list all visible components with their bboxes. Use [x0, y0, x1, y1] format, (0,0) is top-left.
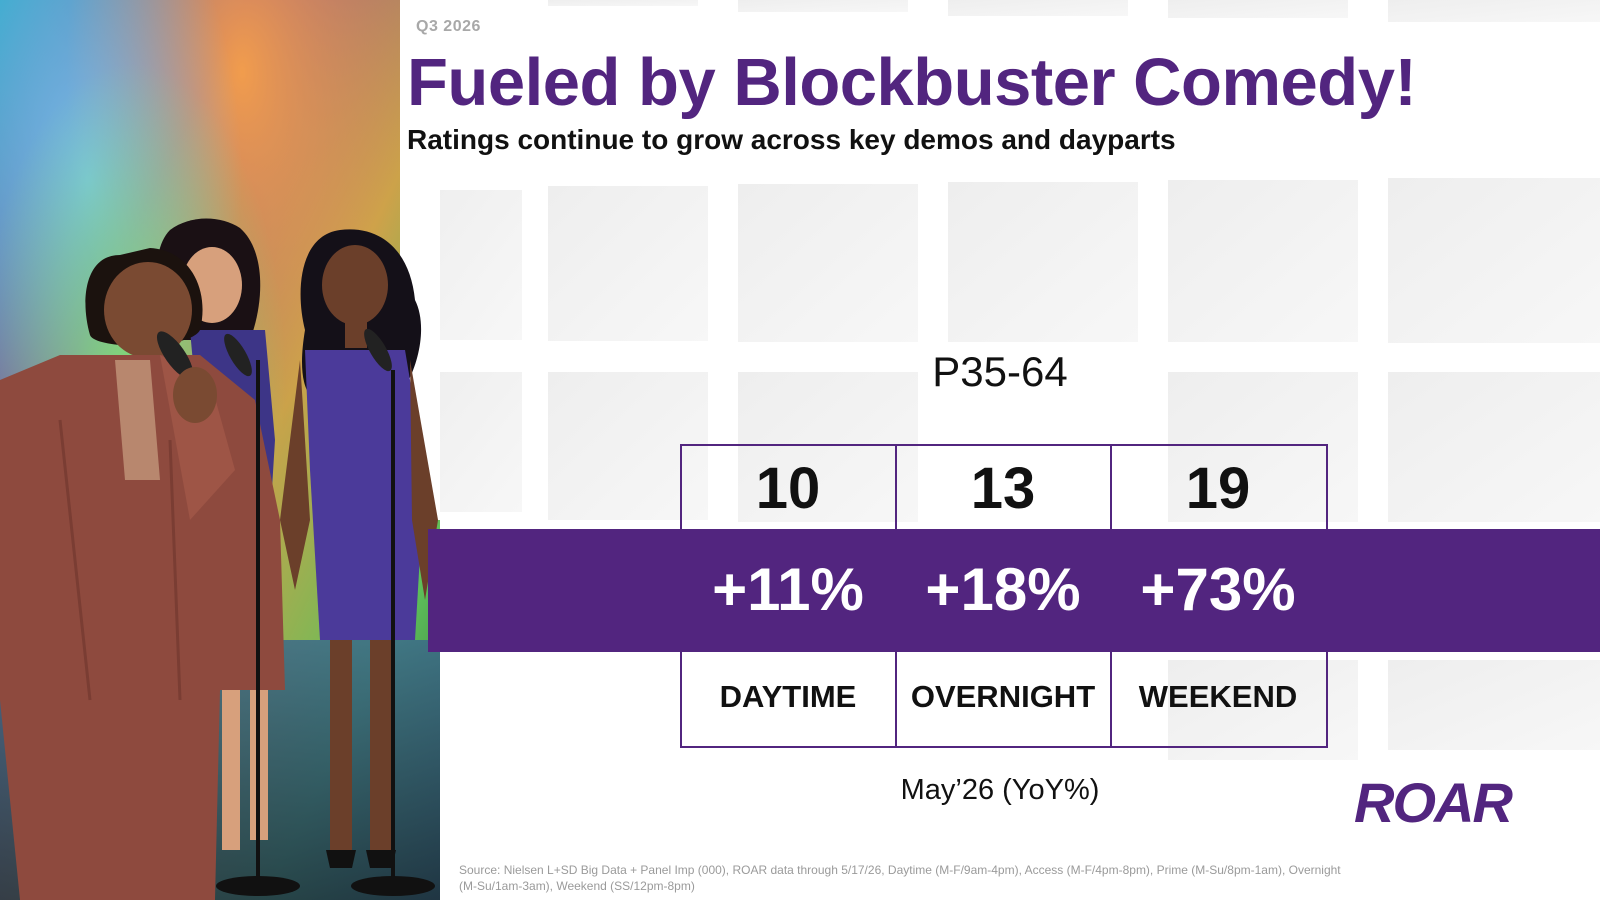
daypart-change-daytime: +11%	[712, 556, 864, 623]
hero-photo	[0, 0, 440, 900]
daypart-change-weekend: +73%	[1140, 556, 1296, 623]
change-band-overlay	[680, 529, 1600, 652]
daypart-label-overnight: OVERNIGHT	[910, 679, 1096, 714]
daypart-value-daytime: 10	[755, 456, 821, 521]
quarter-label: Q3 2026	[416, 18, 481, 35]
daypart-change-overnight: +18%	[925, 556, 1081, 623]
logo-text: ROAR	[1354, 772, 1513, 832]
page-subtitle: Ratings continue to grow across key demo…	[407, 124, 1176, 155]
demo-label: P35-64	[932, 348, 1068, 395]
daypart-value-overnight: 13	[970, 456, 1036, 521]
roar-logo: ROAR	[1354, 772, 1515, 832]
daypart-label-daytime: DAYTIME	[719, 679, 857, 714]
source-note: Source: Nielsen L+SD Big Data + Panel Im…	[459, 863, 1341, 893]
daypart-label-weekend: WEEKEND	[1138, 679, 1298, 714]
daypart-value-weekend: 19	[1185, 456, 1251, 521]
performers-photo-image	[0, 0, 440, 900]
page-title: Fueled by Blockbuster Comedy!	[407, 45, 1417, 120]
date-note: May’26 (YoY%)	[900, 774, 1100, 806]
